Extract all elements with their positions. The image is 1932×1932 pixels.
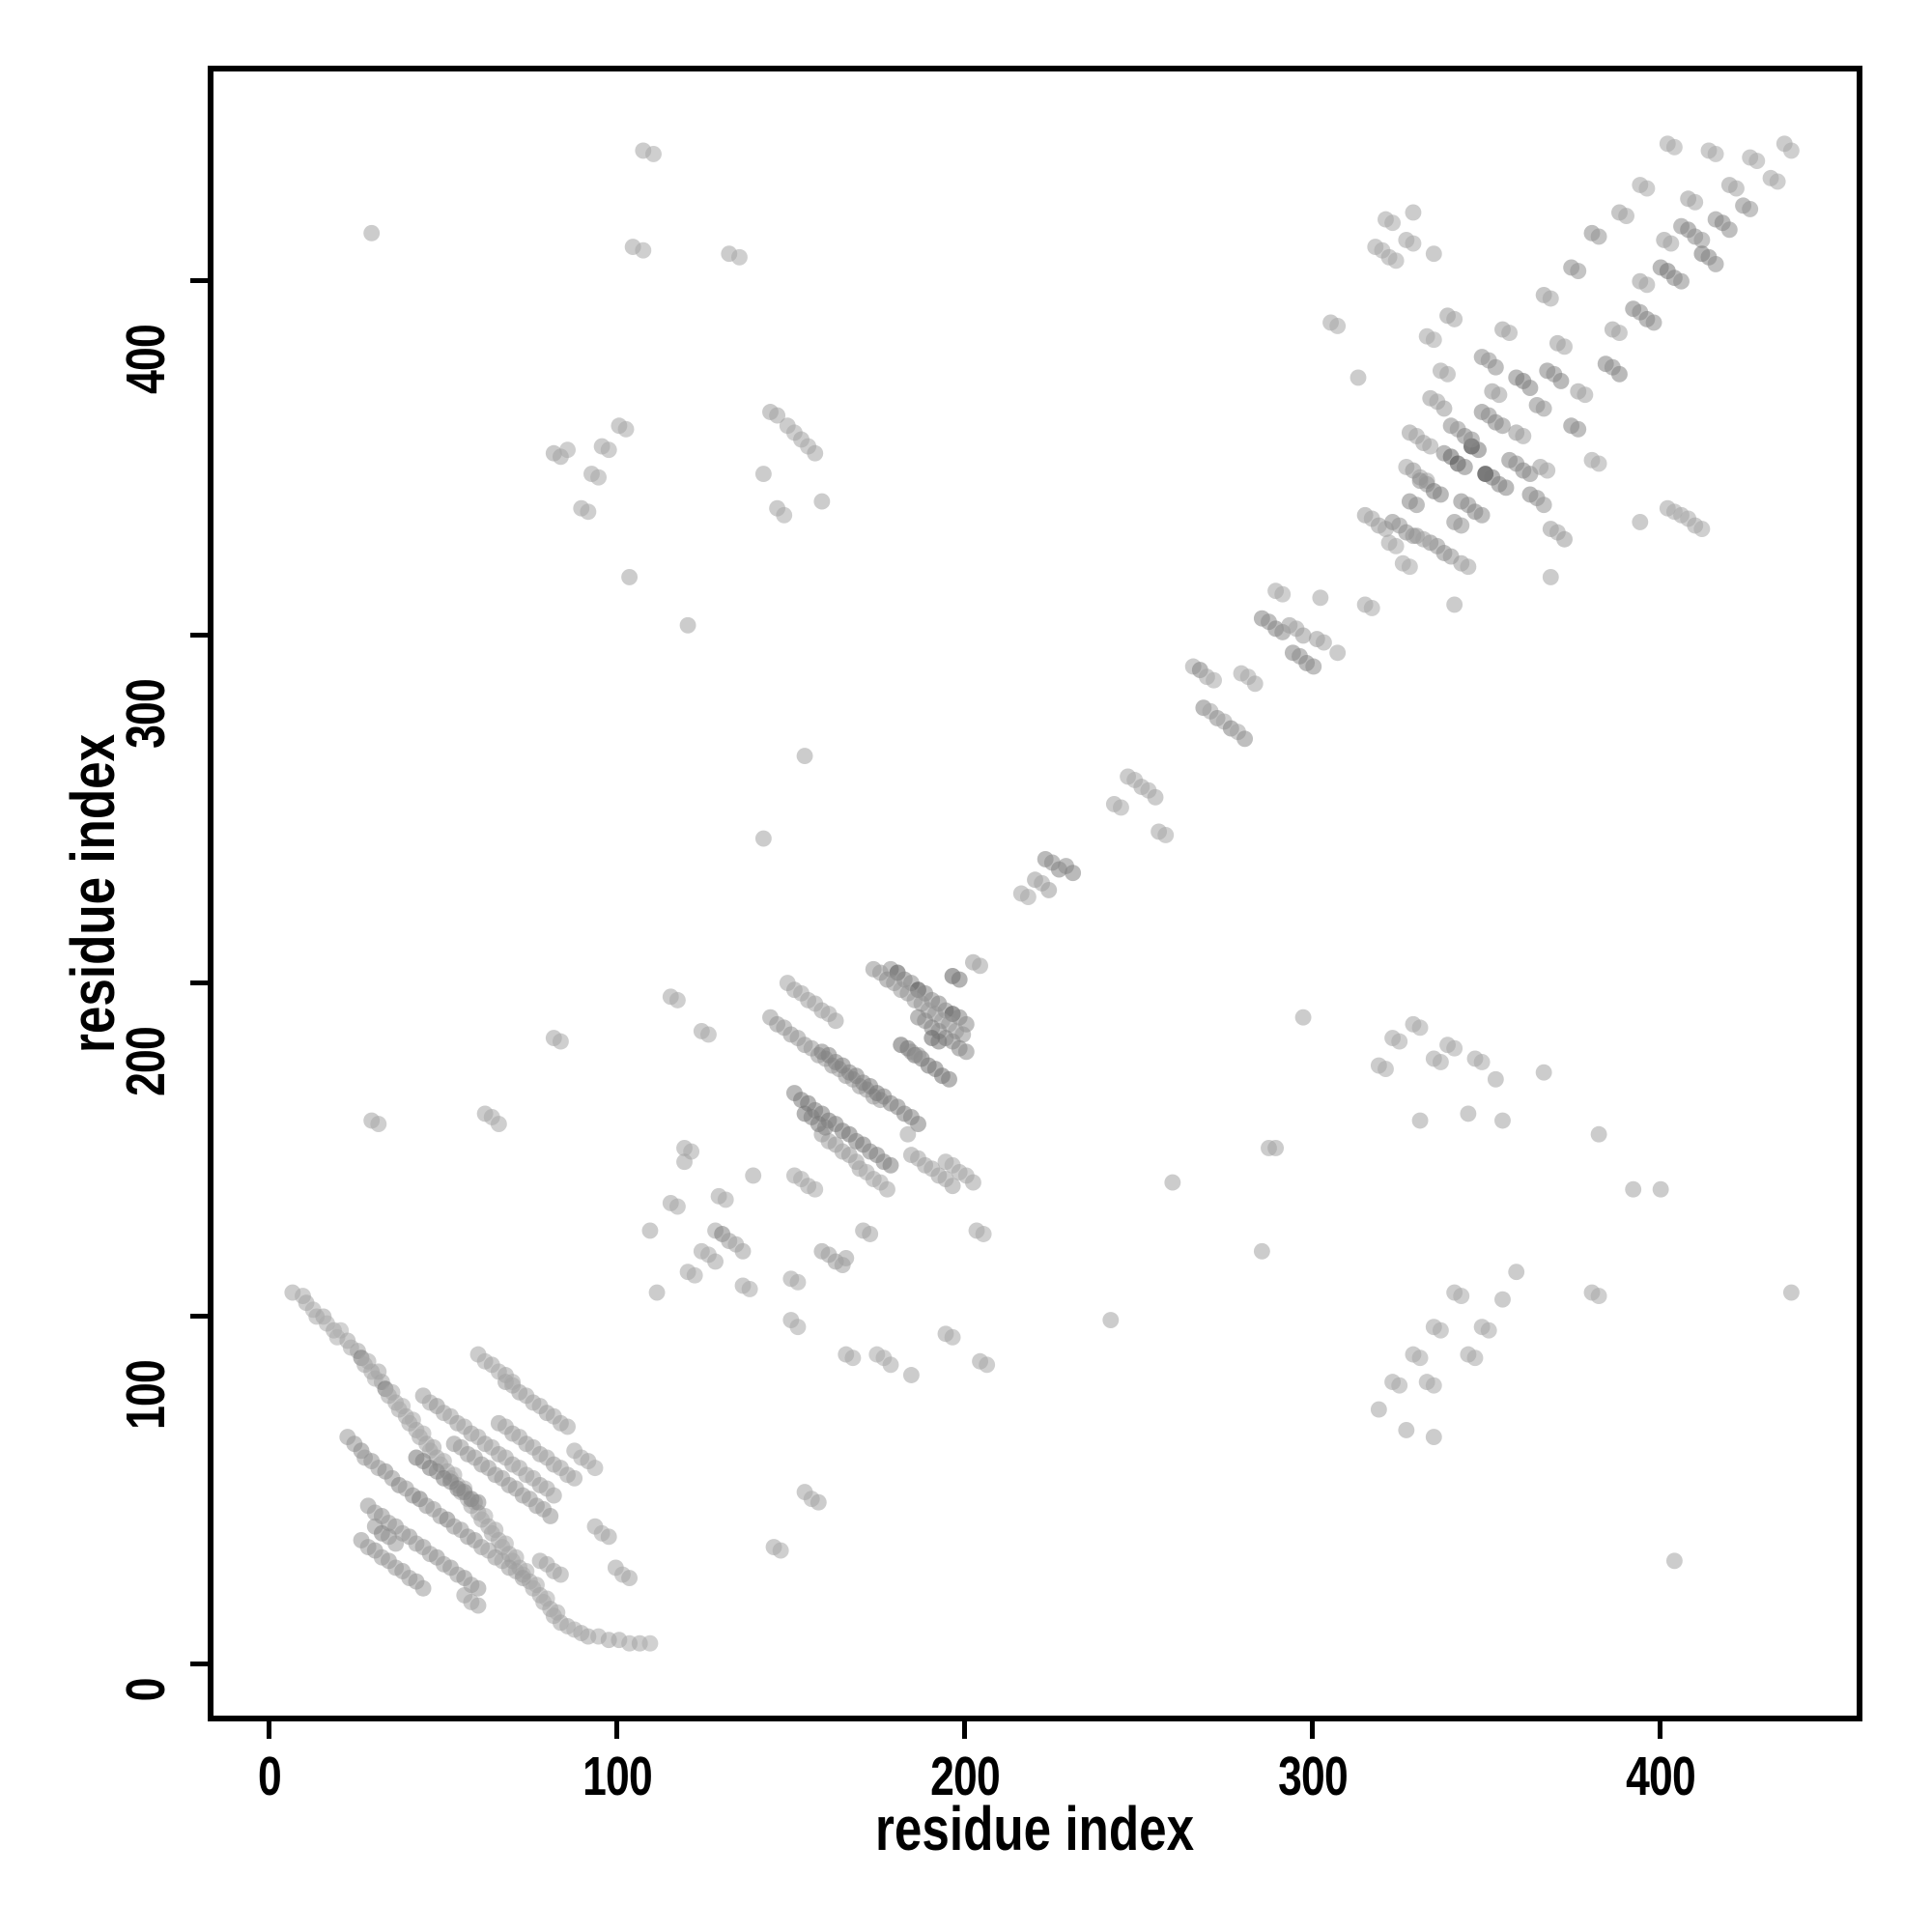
y-tick-0 xyxy=(190,1662,208,1666)
y-tick-label-400: 400 xyxy=(115,325,177,394)
y-tick-300 xyxy=(190,633,208,638)
y-tick-label-0: 0 xyxy=(115,1678,177,1702)
y-tick-200 xyxy=(190,980,208,985)
x-tick-100 xyxy=(614,1721,619,1739)
x-tick-label-100: 100 xyxy=(582,1746,653,1807)
x-tick-300 xyxy=(1310,1721,1315,1739)
y-tick-100 xyxy=(190,1314,208,1319)
x-tick-0 xyxy=(267,1721,271,1739)
x-tick-label-200: 200 xyxy=(930,1746,1001,1807)
x-tick-200 xyxy=(962,1721,967,1739)
x-tick-label-400: 400 xyxy=(1626,1746,1696,1807)
y-tick-400 xyxy=(190,278,208,283)
y-tick-label-100: 100 xyxy=(115,1360,177,1430)
scatter-svg xyxy=(284,135,1800,1652)
x-tick-label-0: 0 xyxy=(258,1746,282,1807)
x-axis-title: residue index xyxy=(874,1794,1195,1863)
y-axis-title: residue index xyxy=(58,733,128,1054)
scatter-points-layer xyxy=(213,71,1857,1716)
x-tick-400 xyxy=(1658,1721,1662,1739)
x-tick-label-300: 300 xyxy=(1278,1746,1349,1807)
plot-frame xyxy=(208,66,1862,1721)
